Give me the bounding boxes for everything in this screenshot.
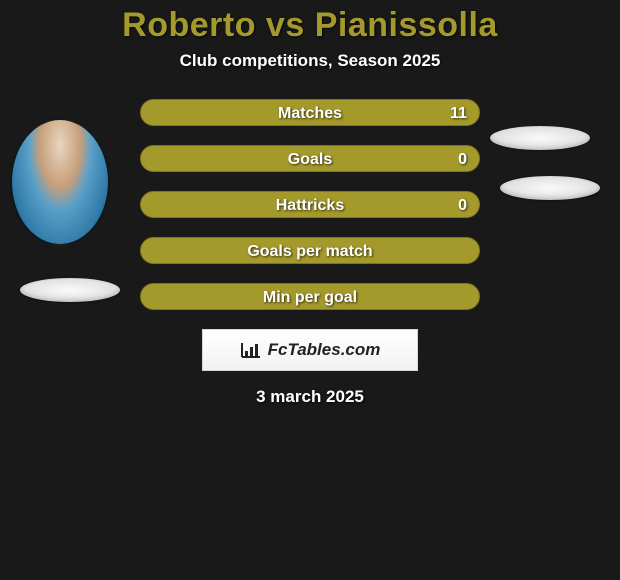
stat-row: Hattricks0 [140,191,480,218]
stat-row-label: Goals per match [141,238,479,263]
stat-row-label: Goals [141,146,479,171]
date-line: 3 march 2025 [0,387,620,407]
page: Roberto vs Pianissolla Club competitions… [0,0,620,580]
stat-rows: Matches11Goals0Hattricks0Goals per match… [0,99,620,310]
stat-row: Goals per match [140,237,480,264]
stat-row-value-right: 0 [458,192,467,217]
branding-text: FcTables.com [268,340,381,360]
stat-row-label: Hattricks [141,192,479,217]
page-subtitle: Club competitions, Season 2025 [0,51,620,71]
branding-box: FcTables.com [202,329,418,371]
stat-row-label: Min per goal [141,284,479,309]
stat-row-value-right: 11 [450,100,467,125]
stat-row: Goals0 [140,145,480,172]
chart-icon [240,341,262,359]
stat-row: Matches11 [140,99,480,126]
page-title: Roberto vs Pianissolla [0,6,620,45]
stat-row-label: Matches [141,100,479,125]
stat-row: Min per goal [140,283,480,310]
stat-row-value-right: 0 [458,146,467,171]
